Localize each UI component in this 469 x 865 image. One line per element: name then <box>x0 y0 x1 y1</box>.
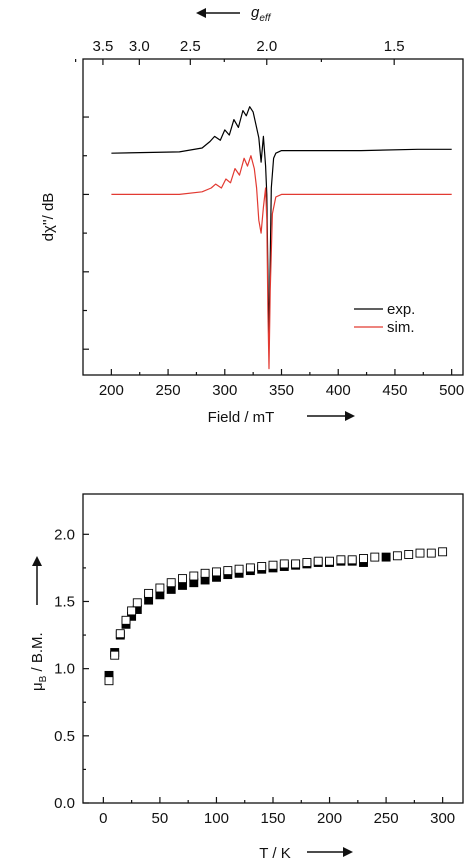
mu-y-axis-label-sub: B <box>38 675 49 682</box>
top-tick-label: 1.5 <box>384 38 405 55</box>
mu-x-axis-ticks: 0 50 100 150 200 250 300 <box>99 797 455 827</box>
mu-x-axis-arrowhead-icon <box>343 847 353 857</box>
epr-legend: exp. sim. <box>354 301 415 336</box>
x-tick-label: 0 <box>99 810 107 827</box>
data-point-open <box>127 606 137 616</box>
top-axis-label-sub: eff <box>259 13 271 24</box>
legend-label-exp: exp. <box>387 301 415 318</box>
y-tick-label: 1.0 <box>54 661 75 678</box>
data-point-open <box>115 629 125 639</box>
data-point-open <box>370 552 380 562</box>
x-tick-label: 350 <box>269 382 294 399</box>
data-point-open <box>121 615 131 625</box>
x-axis-ticks: 200 250 300 350 400 450 500 <box>99 369 464 399</box>
mu-y-axis-label-suffix: / B.M. <box>29 632 46 675</box>
data-point-open <box>291 559 301 569</box>
epr-x-axis-label: Field / mT <box>208 409 275 426</box>
data-point-open <box>257 562 267 571</box>
data-point-open <box>392 551 402 561</box>
mu-x-axis-label: T / K <box>259 845 290 862</box>
x-tick-label: 300 <box>430 810 455 827</box>
x-tick-label: 500 <box>439 382 464 399</box>
y-tick-label: 0.0 <box>54 795 75 812</box>
top-tick-label: 2.0 <box>256 38 277 55</box>
data-point-open <box>144 588 154 598</box>
y-tick-label: 0.5 <box>54 728 75 745</box>
data-point-open <box>336 555 346 565</box>
x-tick-label: 400 <box>326 382 351 399</box>
x-tick-label: 300 <box>212 382 237 399</box>
data-point-open <box>200 568 210 578</box>
mu-y-axis-ticks: 0.0 0.5 1.0 1.5 2.0 <box>54 526 89 812</box>
x-tick-label: 200 <box>317 810 342 827</box>
mu-plot-frame <box>82 493 464 804</box>
legend-label-sim: sim. <box>387 319 415 336</box>
data-point-open <box>223 566 233 576</box>
data-point-open <box>268 560 278 570</box>
data-point-open <box>234 564 244 574</box>
data-point-open <box>279 559 289 569</box>
x-tick-label: 250 <box>156 382 181 399</box>
data-point-open <box>245 563 255 573</box>
data-point-open <box>104 676 114 686</box>
data-point-open <box>404 550 414 559</box>
svg-text:μB / B.M.: μB / B.M. <box>29 632 49 691</box>
data-point-open <box>302 558 312 567</box>
data-point-open <box>212 567 221 577</box>
data-point-open <box>359 554 368 563</box>
series-sim-line <box>111 155 452 370</box>
epr-x-axis-arrowhead-icon <box>345 411 355 421</box>
top-tick-label: 2.5 <box>180 38 201 55</box>
data-point-open <box>155 583 165 593</box>
x-tick-label: 450 <box>382 382 407 399</box>
data-point-open <box>347 555 357 565</box>
epr-plot-frame <box>82 58 464 376</box>
data-point-open <box>178 574 187 584</box>
y-axis-ticks <box>83 116 89 350</box>
data-point-filled <box>381 552 391 562</box>
data-point-open <box>132 598 142 608</box>
data-point-open <box>426 548 436 558</box>
top-axis-ticks: 3.5 3.0 2.5 2.0 1.5 <box>75 38 405 65</box>
epr-series <box>111 106 452 370</box>
x-tick-label: 150 <box>260 810 285 827</box>
mu-panel: 0 50 100 150 200 250 300 0.0 0.5 1.0 1.5 2.0 μB / … <box>29 493 464 862</box>
svg-text:geff: geff <box>251 4 272 24</box>
y-tick-label: 1.5 <box>54 593 75 610</box>
data-point-open <box>189 571 199 581</box>
series-exp-line <box>111 106 452 344</box>
x-tick-label: 200 <box>99 382 124 399</box>
top-tick-label: 3.0 <box>129 38 150 55</box>
top-axis-label: g <box>251 4 260 21</box>
mu-y-axis-label: μ <box>29 682 46 691</box>
data-point-open <box>110 650 120 660</box>
top-tick-label: 3.5 <box>93 38 114 55</box>
x-tick-label: 250 <box>374 810 399 827</box>
top-axis-arrowhead-icon <box>196 8 206 18</box>
epr-y-axis-label: dχ''/ dB <box>40 193 57 242</box>
data-point-open <box>438 547 448 557</box>
mu-y-axis-arrowhead-icon <box>32 556 42 566</box>
x-tick-label: 100 <box>204 810 229 827</box>
top-axis-title: geff <box>196 4 272 24</box>
data-point-open <box>166 578 176 588</box>
y-tick-label: 2.0 <box>54 526 75 543</box>
data-point-open <box>313 556 323 566</box>
mu-series <box>104 547 448 686</box>
epr-panel: geff 3.5 3.0 2.5 2.0 1.5 200 250 300 350 400 450 5… <box>40 4 464 426</box>
data-point-open <box>325 556 334 566</box>
x-tick-label: 50 <box>152 810 169 827</box>
data-point-open <box>415 548 425 558</box>
